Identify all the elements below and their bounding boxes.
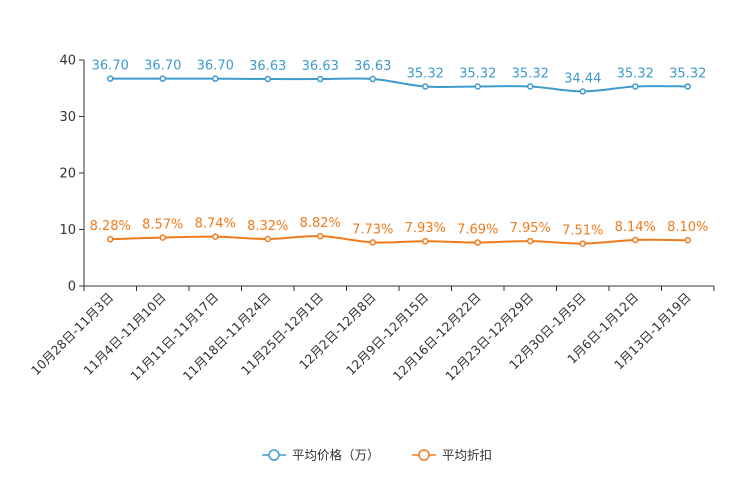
data-point: [317, 75, 324, 83]
data-label: 36.63: [354, 59, 391, 74]
data-point: [369, 239, 376, 246]
legend-label: 平均折扣: [442, 448, 492, 463]
data-label: 36.70: [92, 59, 129, 74]
data-point: [527, 83, 534, 90]
series-layer: 36.70 36.70 36.70 36.63 36.63 36.63 35.32 35.32…: [90, 59, 708, 247]
data-point: [107, 235, 114, 243]
data-label: 35.32: [512, 66, 549, 81]
data-point: [107, 75, 114, 82]
y-tick-label: 10: [59, 223, 76, 238]
data-point: [527, 237, 534, 245]
legend: 平均价格（万） 平均折扣: [262, 448, 492, 463]
data-point: [264, 235, 271, 243]
data-label: 34.44: [564, 71, 601, 86]
legend-marker-icon: [268, 449, 280, 461]
data-label: 36.70: [144, 59, 181, 74]
data-label: 8.82%: [300, 216, 341, 231]
series-2: 8.28% 8.57% 8.74% 8.32% 8.82% 7.73% 7.93% 7.69%…: [90, 216, 708, 247]
legend-item-1: 平均价格（万）: [262, 448, 380, 463]
y-tick-label: 20: [59, 167, 76, 182]
data-point: [474, 239, 481, 246]
data-label: 7.69%: [457, 223, 498, 238]
data-label: 35.32: [459, 66, 496, 81]
data-point: [474, 83, 481, 90]
data-point: [684, 83, 691, 90]
data-point: [422, 83, 429, 90]
data-label: 7.73%: [352, 222, 393, 237]
data-point: [632, 83, 639, 90]
data-point: [369, 75, 376, 83]
data-point: [579, 88, 586, 95]
x-tick-label: 12月23日-12月29日: [442, 290, 536, 384]
data-label: 36.63: [302, 59, 339, 74]
data-point: [212, 75, 219, 82]
data-label: 7.95%: [510, 221, 551, 236]
data-label: 8.57%: [142, 218, 183, 233]
data-point: [632, 236, 639, 244]
data-label: 7.93%: [405, 221, 446, 236]
legend-label: 平均价格（万）: [292, 448, 380, 463]
y-tick-label: 30: [59, 110, 76, 125]
data-label: 8.14%: [615, 220, 656, 235]
data-label: 36.70: [197, 59, 234, 74]
data-label: 8.74%: [195, 217, 236, 232]
data-point: [264, 75, 271, 83]
data-label: 35.32: [407, 66, 444, 81]
data-point: [212, 233, 219, 240]
x-tick-label: 11月11日-11月17日: [127, 290, 221, 384]
data-label: 8.10%: [667, 220, 708, 235]
data-label: 7.51%: [562, 224, 603, 239]
series-1: 36.70 36.70 36.70 36.63 36.63 36.63 35.32 35.32…: [92, 59, 706, 95]
x-tick-label: 12月16日-12月22日: [390, 290, 484, 384]
data-point: [422, 237, 429, 245]
data-point: [159, 234, 166, 241]
y-tick-label: 40: [59, 54, 76, 69]
data-point: [159, 75, 166, 82]
data-label: 8.28%: [90, 219, 131, 234]
data-label: 8.32%: [247, 219, 288, 234]
data-point: [579, 240, 586, 247]
legend-marker-icon: [418, 449, 430, 461]
series-line: [110, 77, 688, 93]
x-tick-label: 11月18日-11月24日: [180, 290, 274, 384]
data-point: [317, 232, 324, 240]
data-label: 36.63: [249, 59, 286, 74]
data-label: 35.32: [617, 66, 654, 81]
legend-item-2: 平均折扣: [412, 448, 492, 463]
series-line: [110, 235, 688, 245]
data-label: 35.32: [669, 66, 706, 81]
y-tick-label: 0: [68, 280, 76, 295]
data-point: [684, 236, 691, 244]
